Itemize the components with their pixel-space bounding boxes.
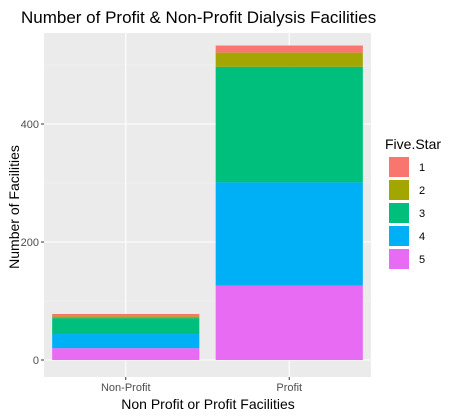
bar-segment-profit-star-5 <box>215 285 363 360</box>
legend-key-2 <box>389 180 409 200</box>
legend-key-4 <box>389 226 409 246</box>
bars <box>52 45 363 360</box>
bar-segment-non-profit-star-3 <box>52 318 200 335</box>
chart-title: Number of Profit & Non-Profit Dialysis F… <box>21 8 376 27</box>
y-axis-label: Number of Facilities <box>6 145 22 269</box>
axes: 0 200 400 Non-Profit Profit <box>21 119 302 394</box>
legend: Five.Star 1 2 3 4 5 <box>385 136 441 269</box>
bar-segment-non-profit-star-5 <box>52 348 200 360</box>
bar-segment-profit-star-4 <box>215 182 363 286</box>
legend-title: Five.Star <box>385 136 441 152</box>
bar-segment-profit-star-3 <box>215 66 363 183</box>
bar-segment-non-profit-star-4 <box>52 334 200 349</box>
legend-label-5: 5 <box>419 254 425 266</box>
x-tick-label: Non-Profit <box>101 382 151 394</box>
legend-key-3 <box>389 203 409 223</box>
bar-segment-non-profit-star-2 <box>52 316 200 319</box>
legend-key-5 <box>389 249 409 269</box>
bar-segment-non-profit-star-1 <box>52 313 200 317</box>
bar-segment-profit-star-2 <box>215 52 363 67</box>
y-tick-label: 400 <box>21 119 39 131</box>
legend-label-3: 3 <box>419 208 425 220</box>
legend-key-1 <box>389 157 409 177</box>
x-tick-label: Profit <box>276 382 302 394</box>
x-axis-label: Non Profit or Profit Facilities <box>121 396 295 412</box>
legend-label-4: 4 <box>419 231 425 243</box>
bar-segment-profit-star-1 <box>215 45 363 53</box>
y-tick-label: 200 <box>21 237 39 249</box>
legend-label-2: 2 <box>419 185 425 197</box>
legend-label-1: 1 <box>419 162 425 174</box>
y-tick-label: 0 <box>33 355 39 367</box>
